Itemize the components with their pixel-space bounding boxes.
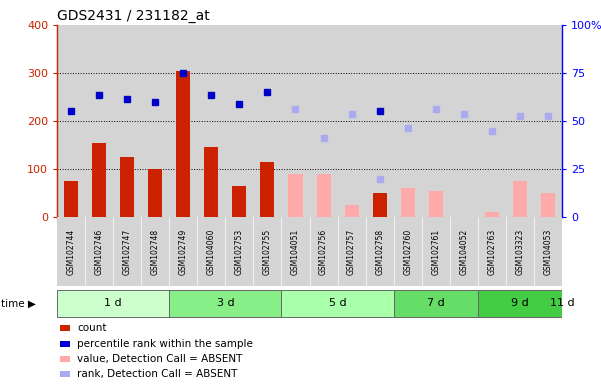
Text: GSM102757: GSM102757	[347, 228, 356, 275]
Text: count: count	[77, 323, 106, 333]
Bar	[317, 174, 331, 217]
Text: GSM102748: GSM102748	[151, 228, 160, 275]
Bar	[429, 190, 443, 217]
Text: GSM102761: GSM102761	[432, 228, 440, 275]
Bar	[254, 217, 281, 286]
Text: GSM102756: GSM102756	[319, 228, 328, 275]
Text: GSM104053: GSM104053	[543, 228, 552, 275]
Text: 3 d: 3 d	[216, 298, 234, 308]
Bar	[506, 25, 534, 217]
Bar	[148, 169, 162, 217]
Text: GSM102753: GSM102753	[235, 228, 244, 275]
Text: GSM104052: GSM104052	[459, 228, 468, 275]
Bar	[534, 25, 562, 217]
Text: percentile rank within the sample: percentile rank within the sample	[77, 339, 253, 349]
Bar	[281, 25, 310, 217]
Text: GSM102744: GSM102744	[67, 228, 76, 275]
Text: 11 d: 11 d	[550, 298, 574, 308]
Text: time ▶: time ▶	[1, 298, 36, 308]
Text: GDS2431 / 231182_at: GDS2431 / 231182_at	[57, 8, 210, 23]
Text: value, Detection Call = ABSENT: value, Detection Call = ABSENT	[77, 354, 242, 364]
Bar	[485, 212, 499, 217]
Bar	[141, 217, 169, 286]
Bar	[394, 25, 422, 217]
Bar	[113, 25, 141, 217]
Bar	[310, 25, 338, 217]
Bar	[373, 193, 386, 217]
Bar	[338, 217, 365, 286]
Bar	[57, 25, 85, 217]
Bar	[204, 147, 218, 217]
FancyBboxPatch shape	[394, 290, 478, 317]
Bar	[120, 157, 134, 217]
Bar	[344, 205, 359, 217]
Text: GSM102747: GSM102747	[123, 228, 132, 275]
Bar	[450, 25, 478, 217]
Bar	[394, 217, 422, 286]
Text: GSM102749: GSM102749	[179, 228, 188, 275]
Bar	[365, 25, 394, 217]
FancyBboxPatch shape	[281, 290, 394, 317]
Text: GSM102763: GSM102763	[487, 228, 496, 275]
Bar	[141, 25, 169, 217]
Bar	[64, 181, 78, 217]
Bar	[478, 25, 506, 217]
Bar	[176, 71, 191, 217]
Bar	[365, 217, 394, 286]
Bar	[169, 217, 197, 286]
Bar	[233, 186, 246, 217]
Bar	[506, 217, 534, 286]
Bar	[260, 162, 275, 217]
Bar	[225, 25, 254, 217]
Text: 7 d: 7 d	[427, 298, 445, 308]
Text: rank, Detection Call = ABSENT: rank, Detection Call = ABSENT	[77, 369, 237, 379]
Bar	[401, 188, 415, 217]
Text: 5 d: 5 d	[329, 298, 346, 308]
Text: GSM102758: GSM102758	[375, 228, 384, 275]
Bar	[338, 25, 365, 217]
Bar	[113, 217, 141, 286]
Bar	[422, 217, 450, 286]
Text: GSM102746: GSM102746	[95, 228, 103, 275]
Bar	[225, 217, 254, 286]
Bar	[422, 25, 450, 217]
Bar	[57, 217, 85, 286]
Text: GSM103323: GSM103323	[516, 228, 524, 275]
FancyBboxPatch shape	[169, 290, 281, 317]
Text: 9 d: 9 d	[511, 298, 529, 308]
Bar	[281, 217, 310, 286]
Bar	[541, 193, 555, 217]
Bar	[169, 25, 197, 217]
Bar	[85, 217, 113, 286]
Bar	[450, 217, 478, 286]
Bar	[310, 217, 338, 286]
Text: GSM102760: GSM102760	[403, 228, 412, 275]
FancyBboxPatch shape	[478, 290, 562, 317]
Text: GSM102755: GSM102755	[263, 228, 272, 275]
Bar	[254, 25, 281, 217]
Text: GSM104060: GSM104060	[207, 228, 216, 275]
Bar	[288, 174, 302, 217]
Bar	[197, 25, 225, 217]
Text: GSM104051: GSM104051	[291, 228, 300, 275]
Bar	[534, 217, 562, 286]
Bar	[478, 217, 506, 286]
Bar	[513, 181, 527, 217]
Bar	[92, 142, 106, 217]
Bar	[85, 25, 113, 217]
Text: 1 d: 1 d	[105, 298, 122, 308]
Bar	[197, 217, 225, 286]
FancyBboxPatch shape	[57, 290, 169, 317]
